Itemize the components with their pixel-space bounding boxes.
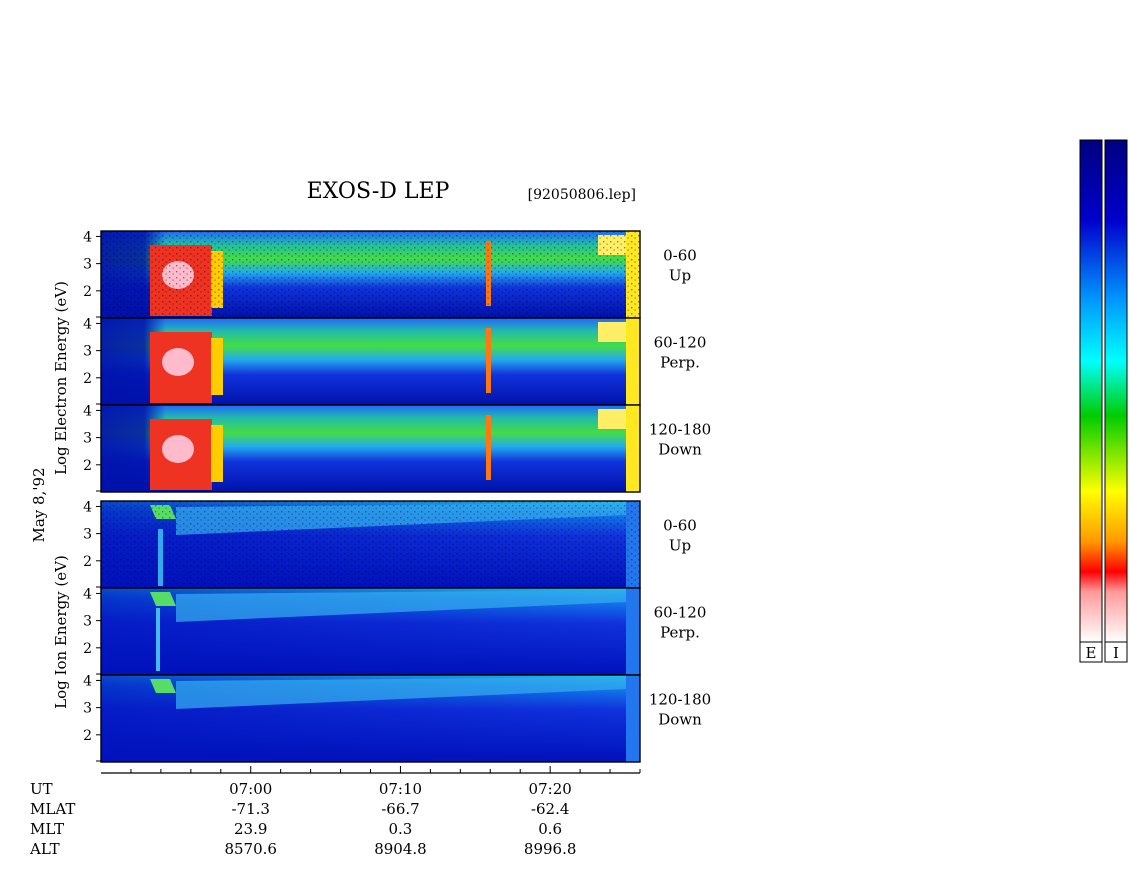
y-tick-label: 2 (83, 641, 92, 657)
panel-direction-label: Up (669, 537, 691, 555)
y-tick-label: 4 (83, 499, 92, 515)
spectrogram-ion-0-60 (100, 500, 641, 589)
chart-title: EXOS-D LEP (307, 179, 450, 204)
edge-band (626, 318, 640, 405)
panel-labels: 0-60 Up 60-120 Perp. 120-180 Down 0-60 Up 60-120… (649, 247, 711, 729)
panel-frame (100, 674, 641, 763)
ion-ylabel: Log Ion Energy (eV) (52, 555, 70, 709)
y-tick-label: 4 (83, 673, 92, 689)
colorbar-label-box (1104, 641, 1128, 663)
ephemeris-value: 07:00 (229, 780, 272, 798)
injection-edge (211, 425, 223, 482)
panel-direction-label: Down (658, 441, 702, 459)
noise-texture (101, 231, 640, 318)
spike (486, 415, 491, 480)
panel-pitch-label: 0-60 (663, 517, 697, 535)
panel-pitch-label: 120-180 (649, 421, 711, 439)
ephemeris-value: 07:20 (529, 780, 572, 798)
ion-onset (150, 679, 176, 693)
noise-texture (101, 501, 640, 588)
title-area: EXOS-D LEP [92050806.lep] (307, 179, 636, 204)
y-tick-label: 3 (83, 527, 92, 543)
y-tick-label: 2 (83, 554, 92, 570)
time-axis (101, 766, 641, 774)
panel-pitch-label: 60-120 (654, 334, 707, 352)
y-tick-label: 3 (83, 431, 92, 447)
ion-band (176, 677, 626, 709)
panel-direction-label: Perp. (660, 354, 700, 372)
ephemeris-row-label: MLAT (30, 800, 75, 818)
ephemeris-value: 0.3 (389, 820, 413, 838)
spectrogram-electron-60-120 (100, 317, 641, 406)
y-tick-label: 2 (83, 728, 92, 744)
edge-band (626, 588, 640, 675)
spectrogram-ion-120-180 (100, 674, 641, 763)
injection-edge (211, 338, 223, 395)
y-tick-label: 2 (83, 284, 92, 300)
panel-direction-label: Up (669, 267, 691, 285)
hot-edge (598, 409, 626, 429)
y-tick-label: 4 (83, 229, 92, 245)
ephemeris-value: 8904.8 (374, 840, 427, 858)
y-axis: 4 3 2 4 3 2 4 3 2 4 3 2 4 3 2 4 3 2 (83, 229, 101, 762)
panel-direction-label: Down (658, 711, 702, 729)
colorbar-label: E (1086, 644, 1097, 662)
ion-onset (150, 592, 176, 606)
y-tick-label: 3 (83, 344, 92, 360)
edge-band (626, 405, 640, 492)
date-label: May 8,'92 (30, 467, 48, 542)
ephemeris-value: -62.4 (531, 800, 569, 818)
ion-band (176, 590, 626, 622)
colorbar (1104, 139, 1128, 643)
colorbar (1079, 139, 1103, 643)
spike (486, 328, 491, 393)
ephemeris-value: 07:10 (379, 780, 422, 798)
electron-ylabel: Log Electron Energy (eV) (52, 281, 70, 475)
injection-peak (162, 435, 194, 463)
y-tick-label: 4 (83, 586, 92, 602)
panel-pitch-label: 0-60 (663, 247, 697, 265)
ephemeris-value: 23.9 (234, 820, 267, 838)
panel-pitch-label: 60-120 (654, 604, 707, 622)
panel-frame (100, 404, 641, 493)
ephemeris-value: 8570.6 (224, 840, 277, 858)
spectrogram-electron-0-60 (100, 230, 641, 319)
colorbar-label: I (1113, 644, 1119, 662)
file-label: [92050806.lep] (528, 187, 636, 203)
y-tick-label: 3 (83, 257, 92, 273)
y-tick-label: 4 (83, 403, 92, 419)
y-tick-label: 4 (83, 316, 92, 332)
ephemeris-value: -66.7 (381, 800, 419, 818)
panel-pitch-label: 120-180 (649, 691, 711, 709)
colorbar-label-box (1079, 641, 1103, 663)
spectrogram-ion-60-120 (100, 587, 641, 676)
spectrogram-panels (100, 230, 641, 763)
spectrogram-electron-120-180 (100, 404, 641, 493)
ion-streak (158, 529, 163, 586)
y-tick-label: 2 (83, 458, 92, 474)
injection-peak (162, 348, 194, 376)
ephemeris-table: UT MLAT MLT ALT 07:00 -71.3 23.9 8570.6 07:10 -66… (29, 780, 576, 858)
y-tick-label: 3 (83, 701, 92, 717)
edge-band (626, 675, 640, 762)
y-tick-label: 3 (83, 614, 92, 630)
vertical-labels: Log Electron Energy (eV) Log Ion Energy … (30, 281, 70, 709)
panel-direction-label: Perp. (660, 624, 700, 642)
ephemeris-row-label: ALT (29, 840, 60, 858)
ephemeris-value: -71.3 (231, 800, 269, 818)
y-tick-label: 2 (83, 371, 92, 387)
ephemeris-row-label: MLT (30, 820, 64, 838)
ephemeris-value: 8996.8 (524, 840, 577, 858)
hot-edge (598, 322, 626, 342)
ion-streak (156, 608, 160, 671)
ephemeris-value: 0.6 (538, 820, 562, 838)
ephemeris-row-label: UT (30, 780, 53, 798)
